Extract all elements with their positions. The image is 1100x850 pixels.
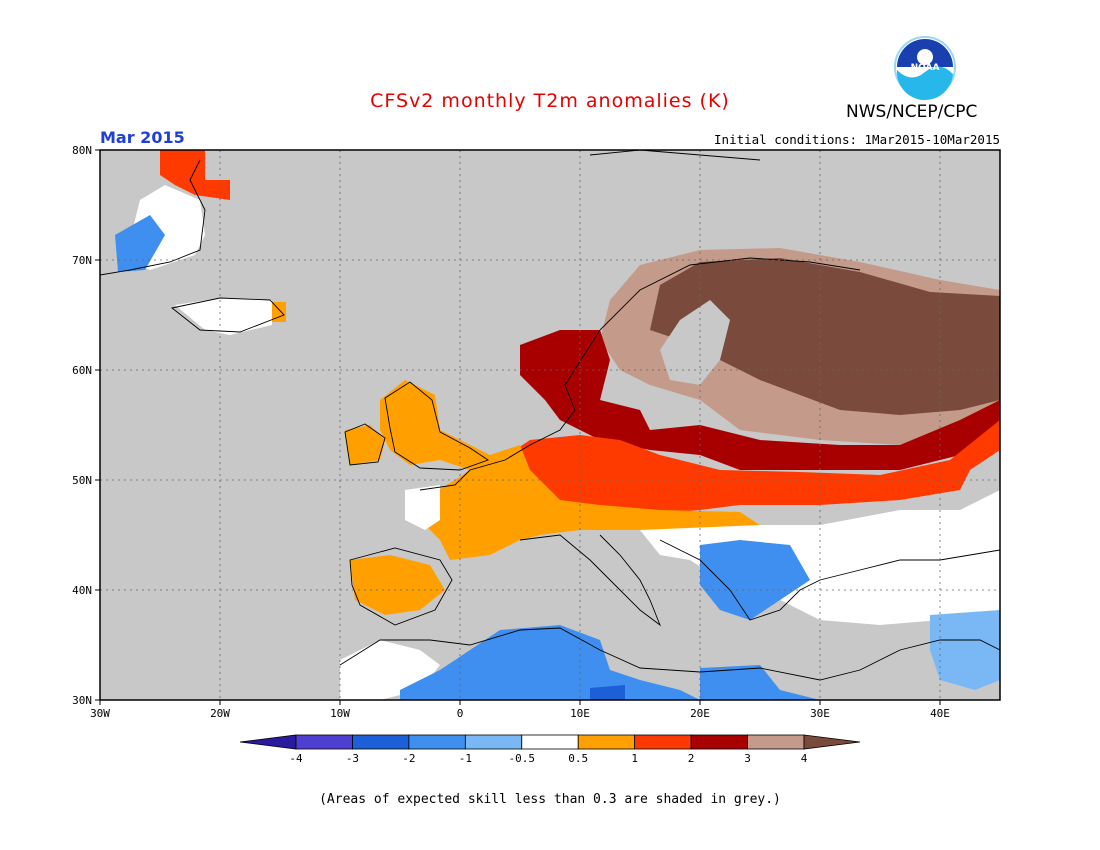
lat-label: 30N bbox=[72, 694, 92, 707]
anomaly-blue-nafrica-east bbox=[700, 665, 820, 700]
colorbar-arrow-high bbox=[803, 734, 861, 750]
colorbar-tick-label: -4 bbox=[289, 752, 303, 765]
anomaly-orange-west bbox=[380, 380, 760, 560]
colorbar-swatch bbox=[577, 734, 636, 750]
colorbar-swatch bbox=[690, 734, 748, 750]
colorbar-swatch bbox=[634, 734, 692, 750]
anomaly-orange-iceland-dot bbox=[272, 302, 286, 322]
colorbar-swatch bbox=[747, 734, 805, 750]
longitude-labels: 30W 20W 10W 0 10E 20E 30E 40E bbox=[90, 707, 950, 720]
colorbar-tick-label: -2 bbox=[402, 752, 415, 765]
anomaly-brown-region bbox=[650, 258, 1000, 415]
lon-label: 10E bbox=[570, 707, 590, 720]
anomaly-lightblue-levant bbox=[930, 610, 1000, 690]
anomaly-orange-ireland bbox=[345, 425, 385, 465]
coastlines bbox=[99, 149, 1001, 681]
tick-marks bbox=[95, 149, 941, 705]
colorbar-swatch bbox=[352, 734, 410, 750]
colorbar-tick-label: 2 bbox=[688, 752, 695, 765]
anomaly-blue-nafrica bbox=[400, 625, 700, 700]
colorbar-tick-label: -3 bbox=[346, 752, 359, 765]
lat-label: 80N bbox=[72, 144, 92, 157]
noaa-logo: NOAA bbox=[894, 36, 956, 101]
lon-label: 10W bbox=[330, 707, 350, 720]
anomaly-darkred-region bbox=[520, 330, 1000, 470]
colorbar-tick-label: -0.5 bbox=[509, 752, 536, 765]
latitude-labels: 80N 70N 60N 50N 40N 30N bbox=[72, 144, 92, 707]
colorbar-tick-label: 3 bbox=[744, 752, 751, 765]
lon-label: 30E bbox=[810, 707, 830, 720]
anomaly-grey-patch bbox=[660, 300, 730, 385]
colorbar-arrow-low bbox=[239, 734, 297, 750]
anomaly-white-iberia-edge bbox=[405, 485, 440, 530]
lon-label: 30W bbox=[90, 707, 110, 720]
anomaly-darkblue-libya bbox=[590, 685, 625, 700]
lat-label: 60N bbox=[72, 364, 92, 377]
anomaly-blue-balkans bbox=[700, 540, 810, 620]
lon-label: 40E bbox=[930, 707, 950, 720]
anomaly-white-iceland bbox=[175, 298, 272, 335]
colorbar-tick-label: 1 bbox=[631, 752, 638, 765]
colorbar-tick-label: -1 bbox=[459, 752, 472, 765]
map-frame bbox=[99, 149, 1001, 701]
anomaly-orange-greenland bbox=[160, 150, 230, 200]
colorbar-swatch bbox=[521, 734, 579, 750]
noaa-logo-text: NOAA bbox=[911, 63, 940, 73]
lat-label: 50N bbox=[72, 474, 92, 487]
graticule bbox=[100, 150, 1000, 700]
colorbar: -4 -3 -2 -1 -0.5 0.5 1 2 3 4 bbox=[239, 734, 861, 765]
colorbar-tick-label: 4 bbox=[801, 752, 808, 765]
initial-conditions: Initial conditions: 1Mar2015-10Mar2015 bbox=[714, 132, 1000, 147]
anomaly-blue-greenland bbox=[115, 215, 165, 272]
forecast-period: Mar 2015 bbox=[100, 128, 185, 147]
agency-label: NWS/NCEP/CPC bbox=[846, 102, 978, 122]
anomaly-white-balkans bbox=[640, 490, 1000, 625]
skill-footnote: (Areas of expected skill less than 0.3 a… bbox=[319, 792, 781, 807]
colorbar-swatch bbox=[295, 734, 353, 750]
lon-label: 0 bbox=[457, 707, 464, 720]
map-title: CFSv2 monthly T2m anomalies (K) bbox=[370, 90, 730, 112]
anomaly-red-region bbox=[500, 420, 1000, 520]
lat-label: 40N bbox=[72, 584, 92, 597]
colorbar-swatch bbox=[464, 734, 523, 750]
anomaly-field bbox=[115, 150, 1000, 700]
lat-label: 70N bbox=[72, 254, 92, 267]
colorbar-swatch bbox=[408, 734, 466, 750]
anomaly-orange-iberia bbox=[350, 555, 445, 615]
lon-label: 20E bbox=[690, 707, 710, 720]
lon-label: 20W bbox=[210, 707, 230, 720]
colorbar-tick-label: 0.5 bbox=[568, 752, 588, 765]
